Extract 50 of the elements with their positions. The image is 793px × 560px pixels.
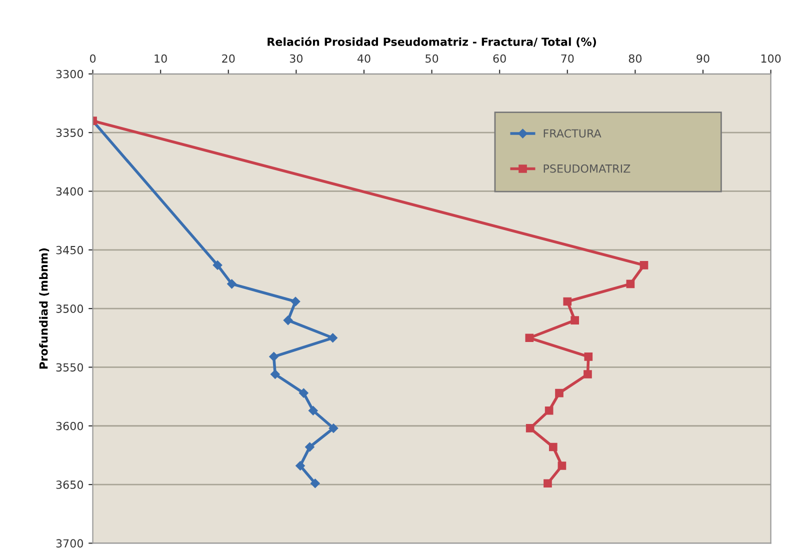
y-tick-label: 3500: [56, 304, 84, 313]
y-tick-label: 3400: [56, 187, 84, 196]
y-tick-label: 3300: [56, 70, 84, 78]
y-tick-label: 3650: [56, 480, 84, 489]
point: [544, 479, 552, 488]
x-tick-label: 40: [357, 54, 370, 63]
point: [212, 260, 222, 270]
point: [555, 388, 564, 398]
point: [544, 406, 554, 415]
x-tick-label: 70: [561, 54, 574, 63]
x-tick-label: 0: [90, 54, 96, 63]
point: [227, 279, 236, 289]
y-tick-label: 3350: [56, 128, 84, 137]
legend-label: FRACTURA: [544, 129, 602, 138]
point: [640, 260, 648, 270]
point: [305, 442, 314, 452]
y-tick-label: 3600: [56, 422, 84, 430]
point: [283, 316, 293, 325]
point: [290, 296, 300, 306]
point: [308, 406, 318, 416]
x-tick-label: 30: [290, 54, 303, 63]
point: [548, 442, 558, 452]
point: [584, 370, 592, 378]
x-tick-label: 10: [154, 54, 167, 63]
point: [563, 297, 572, 306]
x-axis-title: Relación Prosidad Pseudomatriz - Fractura/ Total (%): [268, 36, 596, 48]
point: [328, 424, 338, 433]
point: [584, 352, 593, 361]
y-axis-title: Profundiad (mbnm): [39, 248, 50, 369]
point: [270, 370, 280, 379]
point: [526, 424, 534, 432]
point: [299, 388, 308, 398]
x-tick-label: 80: [628, 54, 642, 63]
point: [310, 478, 320, 488]
y-tick-label: 3700: [56, 539, 84, 548]
point: [626, 280, 635, 288]
y-tick-label: 3450: [56, 246, 84, 254]
legend-label: PSEUDOMATRIZ: [544, 164, 630, 173]
x-tick-label: 100: [761, 54, 781, 63]
point: [570, 316, 580, 324]
x-tick-label: 50: [426, 54, 438, 63]
y-tick-label: 3550: [56, 363, 84, 372]
point: [558, 462, 566, 470]
point: [525, 334, 534, 342]
x-tick-label: 20: [222, 54, 235, 63]
point: [328, 333, 338, 343]
x-tick-label: 60: [493, 54, 506, 63]
point: [296, 461, 305, 470]
point: [269, 352, 278, 362]
x-tick-label: 90: [696, 54, 710, 63]
